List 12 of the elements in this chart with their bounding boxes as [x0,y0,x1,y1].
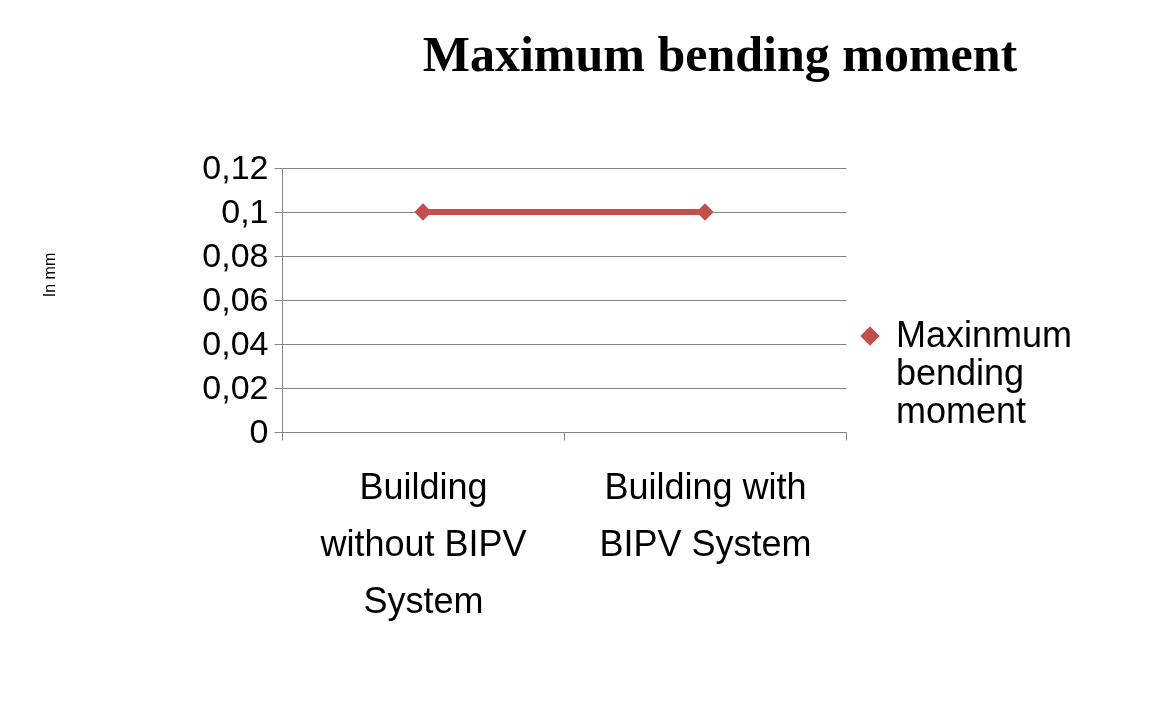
y-tick-label: 0,08 [202,235,269,274]
y-tick-label: 0,12 [202,147,269,186]
y-tick-label: 0,02 [202,367,269,406]
y-tick-label: 0,06 [202,279,269,318]
legend-label: Maxinmum bending moment [896,314,1073,431]
text: In mm [41,252,58,298]
x-tick-label: Building with BIPV System [599,465,812,564]
x-tick-label: Building without BIPV System [319,465,527,621]
y-tick-label: 0,1 [221,191,269,230]
y-tick-label: 0 [249,411,269,450]
y-tick-label: 0,04 [202,323,269,362]
chart-title: Maximum bending moment [422,26,1018,82]
